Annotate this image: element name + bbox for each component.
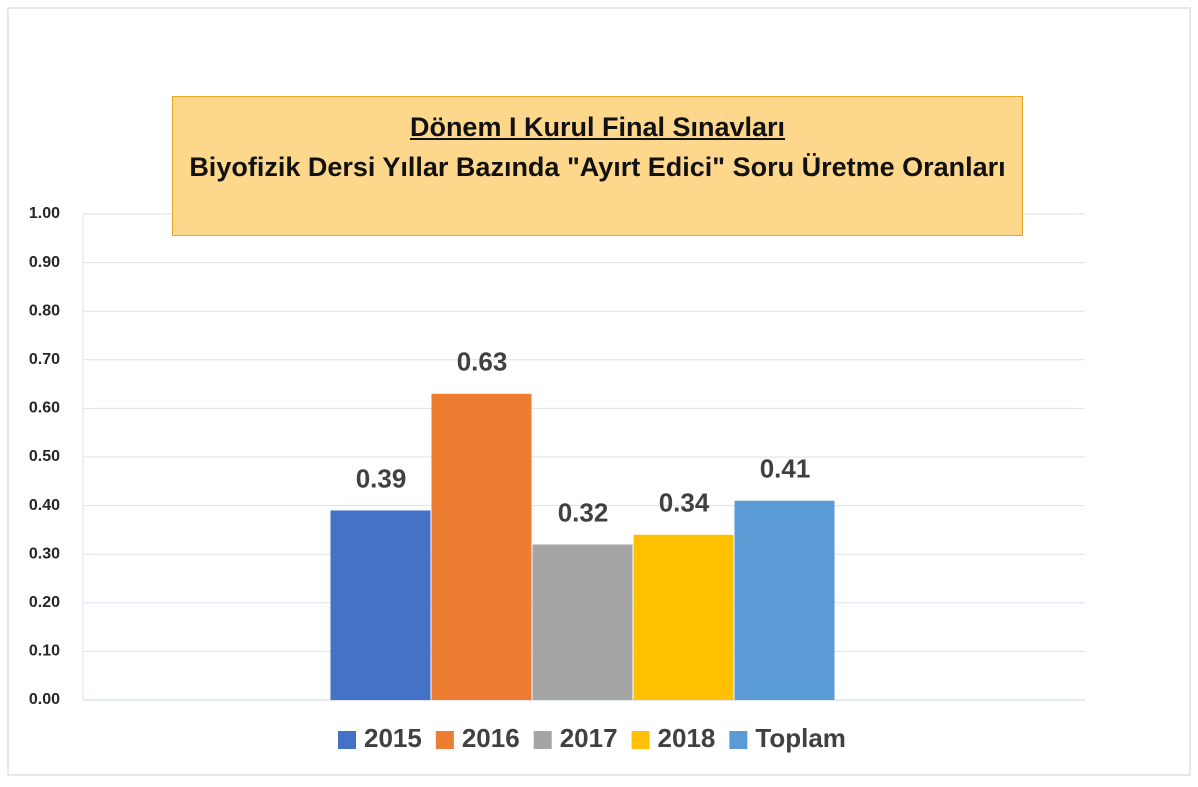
bar — [532, 544, 633, 700]
chart-title: Dönem I Kurul Final Sınavları — [409, 112, 786, 142]
legend-swatch — [533, 731, 552, 749]
bar — [330, 510, 431, 700]
bar — [734, 500, 835, 700]
data-label: 0.39 — [356, 463, 407, 493]
y-tick-label: 0.00 — [29, 691, 60, 708]
y-tick-label: 0.80 — [29, 302, 60, 319]
data-label: 0.41 — [760, 454, 811, 484]
data-label: 0.32 — [558, 497, 609, 527]
legend-swatch — [435, 731, 454, 749]
y-tick-label: 0.20 — [29, 594, 60, 611]
legend-swatch — [631, 731, 650, 749]
y-tick-label: 0.40 — [29, 497, 60, 514]
legend-swatch — [729, 731, 748, 749]
data-label: 0.34 — [659, 488, 710, 518]
legend-label: 2018 — [658, 723, 716, 753]
legend-label: 2015 — [364, 723, 422, 753]
y-tick-label: 0.50 — [29, 448, 60, 465]
chart-subtitle: Biyofizik Dersi Yıllar Bazında "Ayırt Ed… — [189, 152, 1006, 182]
chart-border — [7, 7, 1191, 776]
y-tick-label: 0.30 — [29, 545, 60, 562]
data-label: 0.63 — [457, 347, 508, 377]
y-tick-label: 0.70 — [29, 351, 60, 368]
legend-swatch — [338, 731, 356, 749]
title-box: Dönem I Kurul Final Sınavları Biyofizik … — [172, 96, 1023, 236]
y-tick-label: 0.60 — [29, 400, 60, 417]
y-tick-label: 0.10 — [29, 643, 60, 660]
legend-label: Toplam — [755, 723, 846, 753]
bar — [633, 534, 734, 700]
bar — [431, 393, 532, 700]
legend-label: 2017 — [560, 723, 618, 753]
y-tick-label: 1.00 — [29, 205, 60, 222]
legend-label: 2016 — [462, 723, 520, 753]
y-tick-label: 0.90 — [29, 254, 60, 271]
